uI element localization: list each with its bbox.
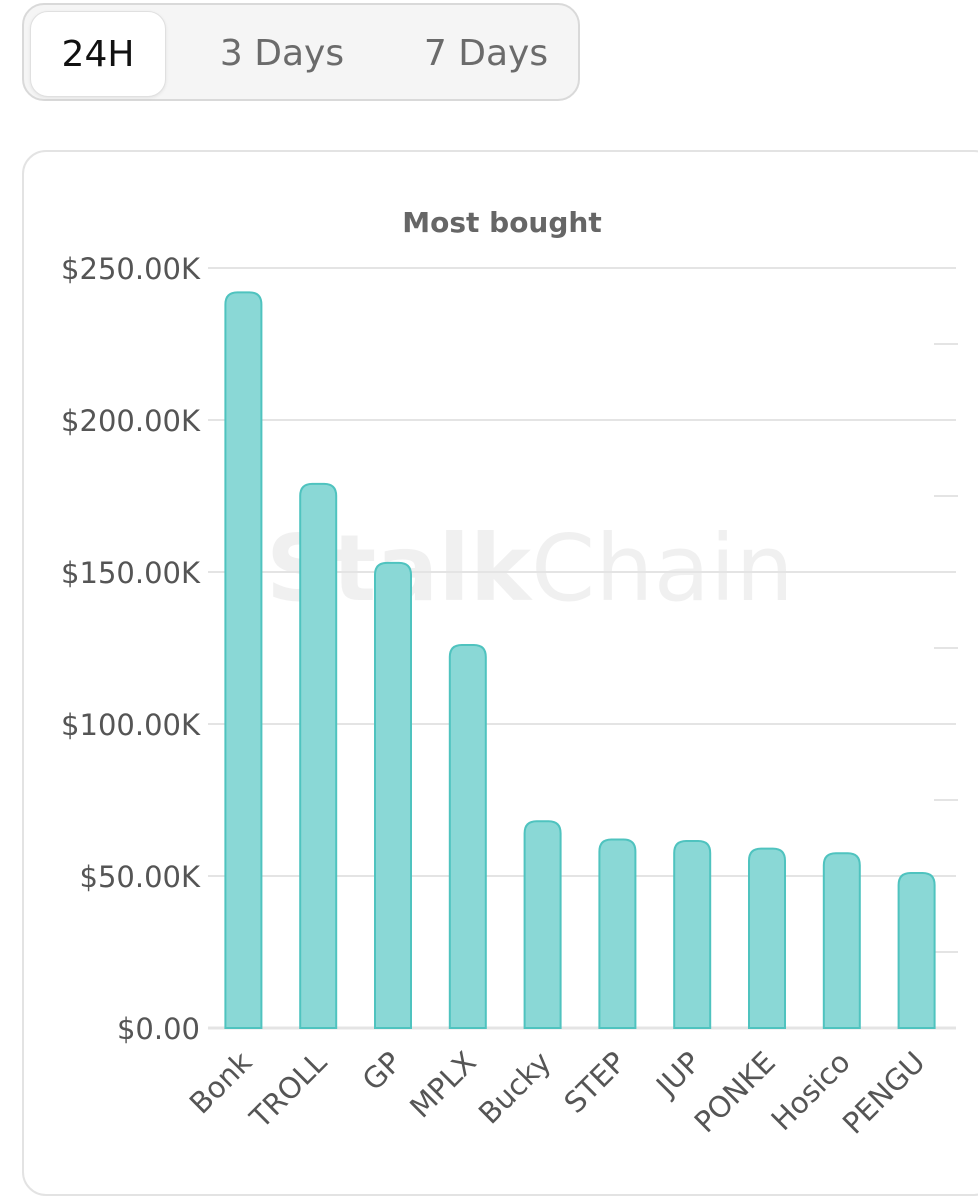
bar-pengu[interactable] xyxy=(897,871,936,1029)
y-tick-label: $50.00K xyxy=(80,860,201,894)
y-tick-label: $150.00K xyxy=(61,556,201,590)
bar-step[interactable] xyxy=(598,838,637,1029)
y-tick-label: $250.00K xyxy=(61,252,201,286)
bar-chart: StalkChain $0.00 $50.00K $100.00K $150.00K $… xyxy=(61,206,958,1141)
watermark: StalkChain xyxy=(266,515,794,622)
bar-bucky[interactable] xyxy=(523,820,562,1029)
x-tick-label: GP xyxy=(356,1045,408,1097)
y-tick-label: $100.00K xyxy=(61,708,201,742)
tab-7-days[interactable]: 7 Days xyxy=(423,33,549,74)
x-tick-label: PENGU xyxy=(836,1045,932,1141)
bar-mplx[interactable] xyxy=(448,643,487,1029)
x-tick-label: STEP xyxy=(557,1045,632,1120)
timeframe-tabs: 24H 3 Days 7 Days xyxy=(22,3,580,101)
x-tick-label: PONKE xyxy=(688,1045,782,1139)
bar-gp[interactable] xyxy=(374,561,412,1029)
bar-jup[interactable] xyxy=(673,840,712,1029)
y-tick-label: $200.00K xyxy=(61,404,201,438)
chart-title: Most bought xyxy=(402,206,601,239)
chart-card: StalkChain $0.00 $50.00K $100.00K $150.00K $… xyxy=(22,150,978,1196)
bar-ponke[interactable] xyxy=(748,847,786,1029)
x-tick-label: JUP xyxy=(648,1045,707,1104)
x-tick-label: TROLL xyxy=(243,1045,334,1136)
tab-24h[interactable]: 24H xyxy=(30,11,166,97)
bar-troll[interactable] xyxy=(299,482,338,1029)
y-tick-label: $0.00 xyxy=(117,1012,200,1046)
x-tick-label: MPLX xyxy=(403,1045,483,1125)
x-tick-label: Bucky xyxy=(472,1045,558,1131)
bar-hosico[interactable] xyxy=(822,852,861,1029)
tab-3-days[interactable]: 3 Days xyxy=(219,33,345,74)
bar-bonk[interactable] xyxy=(224,291,263,1029)
